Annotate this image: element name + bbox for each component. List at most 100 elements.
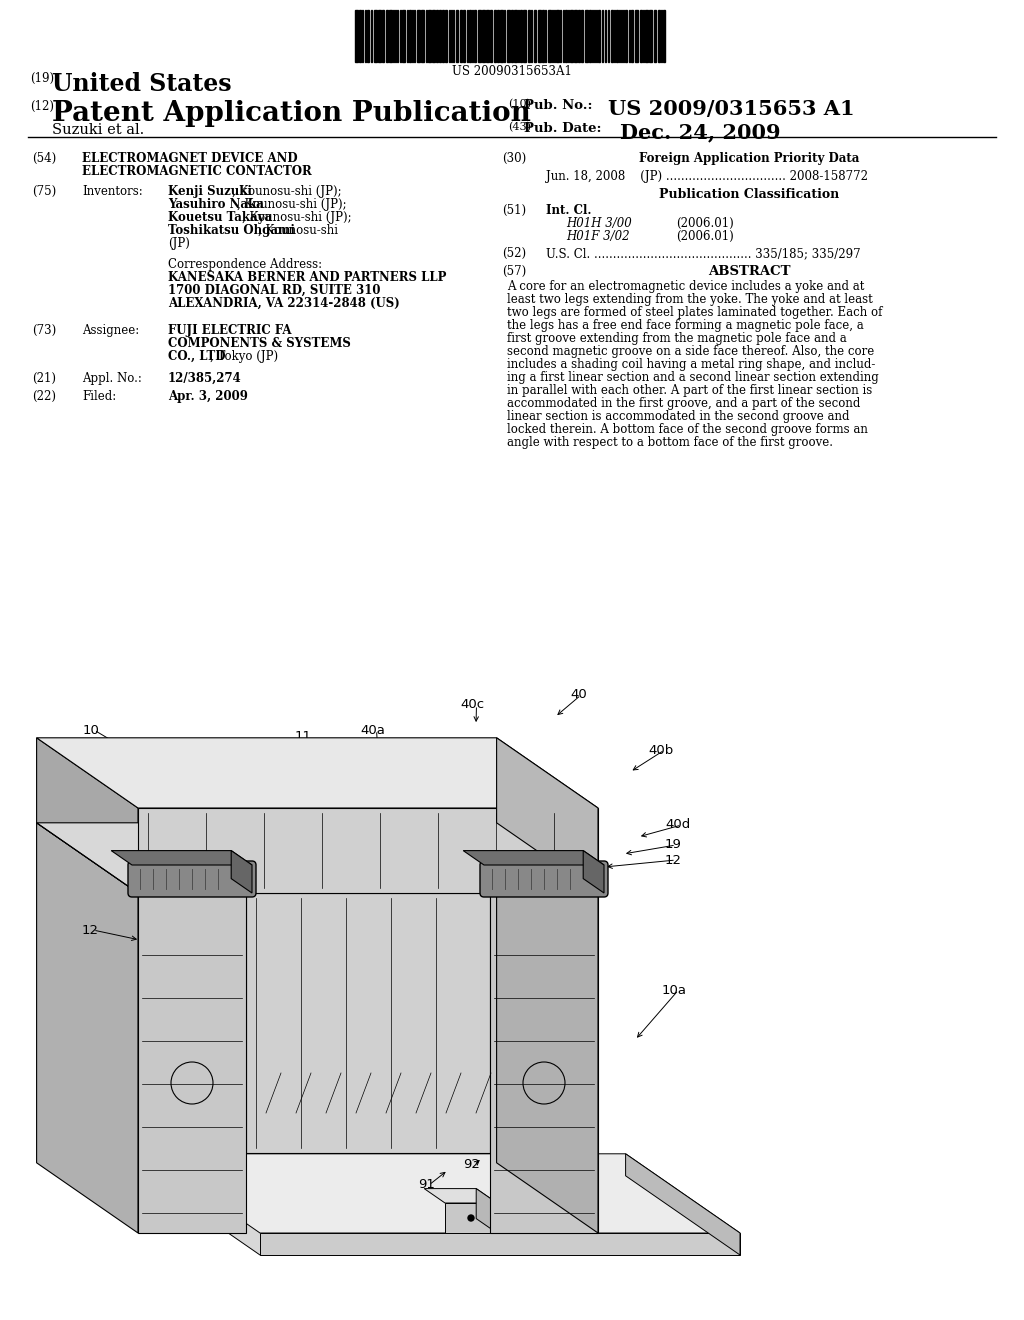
Polygon shape: [388, 822, 598, 894]
Text: KANESAKA BERNER AND PARTNERS LLP: KANESAKA BERNER AND PARTNERS LLP: [168, 271, 446, 284]
Text: Int. Cl.: Int. Cl.: [546, 205, 592, 216]
Text: H01F 3/02: H01F 3/02: [566, 230, 630, 243]
Bar: [534, 11, 536, 62]
Text: locked therein. A bottom face of the second groove forms an: locked therein. A bottom face of the sec…: [507, 422, 868, 436]
Bar: [570, 11, 573, 62]
Bar: [574, 11, 577, 62]
Bar: [598, 11, 600, 62]
Bar: [520, 11, 522, 62]
Text: 12/385,274: 12/385,274: [168, 372, 242, 385]
Text: Kouetsu Takaya: Kouetsu Takaya: [168, 211, 272, 224]
Text: (JP): (JP): [168, 238, 189, 249]
Bar: [374, 11, 377, 62]
Polygon shape: [37, 822, 246, 894]
Bar: [556, 11, 559, 62]
Text: (22): (22): [32, 389, 56, 403]
Text: , Kounosu-shi (JP);: , Kounosu-shi (JP);: [237, 198, 346, 211]
Text: , Tokyo (JP): , Tokyo (JP): [210, 350, 279, 363]
Polygon shape: [476, 1188, 497, 1233]
Text: COMPONENTS & SYSTEMS: COMPONENTS & SYSTEMS: [168, 337, 351, 350]
Text: least two legs extending from the yoke. The yoke and at least: least two legs extending from the yoke. …: [507, 293, 872, 306]
Bar: [523, 11, 526, 62]
Bar: [538, 11, 541, 62]
Text: Kenji Suzuki: Kenji Suzuki: [168, 185, 252, 198]
Bar: [460, 11, 462, 62]
Text: (21): (21): [32, 372, 56, 385]
Text: , Kounosu-shi (JP);: , Kounosu-shi (JP);: [231, 185, 341, 198]
Text: 40c: 40c: [460, 698, 484, 711]
Bar: [578, 11, 580, 62]
Polygon shape: [497, 822, 598, 1233]
Polygon shape: [424, 1188, 497, 1203]
Text: Inventors:: Inventors:: [82, 185, 142, 198]
Text: 91: 91: [418, 1179, 435, 1192]
Polygon shape: [145, 1176, 740, 1255]
Bar: [585, 11, 588, 62]
Bar: [663, 11, 665, 62]
Polygon shape: [246, 894, 490, 1152]
Text: United States: United States: [52, 73, 231, 96]
Text: Yasuhiro Naka: Yasuhiro Naka: [168, 198, 264, 211]
Text: US 2009/0315653 A1: US 2009/0315653 A1: [608, 99, 855, 119]
Text: US 20090315653A1: US 20090315653A1: [452, 65, 572, 78]
Bar: [500, 11, 503, 62]
Bar: [382, 11, 384, 62]
Bar: [378, 11, 381, 62]
Text: (51): (51): [502, 205, 526, 216]
Text: 95: 95: [573, 1134, 590, 1147]
Bar: [589, 11, 591, 62]
Bar: [640, 11, 642, 62]
Bar: [482, 11, 485, 62]
FancyBboxPatch shape: [480, 861, 608, 898]
Text: Patent Application Publication: Patent Application Publication: [52, 100, 530, 127]
Text: angle with respect to a bottom face of the first groove.: angle with respect to a bottom face of t…: [507, 436, 833, 449]
Text: ELECTROMAGNETIC CONTACTOR: ELECTROMAGNETIC CONTACTOR: [82, 165, 311, 178]
Text: includes a shading coil having a metal ring shape, and includ-: includes a shading coil having a metal r…: [507, 358, 876, 371]
Bar: [432, 11, 435, 62]
Text: (30): (30): [502, 152, 526, 165]
Bar: [402, 11, 406, 62]
Polygon shape: [626, 1154, 740, 1255]
Polygon shape: [138, 894, 246, 1233]
Polygon shape: [497, 738, 598, 894]
Text: , Kounosu-shi: , Kounosu-shi: [258, 224, 338, 238]
Bar: [542, 11, 544, 62]
Polygon shape: [490, 894, 598, 1233]
Text: Suzuki et al.: Suzuki et al.: [52, 123, 144, 137]
Polygon shape: [463, 850, 604, 865]
Text: U.S. Cl. .......................................... 335/185; 335/297: U.S. Cl. ...............................…: [546, 247, 860, 260]
Polygon shape: [584, 850, 604, 894]
Bar: [389, 11, 392, 62]
Bar: [658, 11, 660, 62]
Text: two legs are formed of steel plates laminated together. Each of: two legs are formed of steel plates lami…: [507, 306, 883, 319]
Bar: [417, 11, 420, 62]
Bar: [355, 11, 358, 62]
Bar: [649, 11, 652, 62]
Text: Publication Classification: Publication Classification: [658, 187, 839, 201]
Text: (19): (19): [30, 73, 54, 84]
Bar: [478, 11, 481, 62]
Text: Toshikatsu Ohgami: Toshikatsu Ohgami: [168, 224, 295, 238]
Polygon shape: [231, 850, 252, 894]
Bar: [456, 11, 458, 62]
Bar: [511, 11, 513, 62]
Text: 12: 12: [82, 924, 99, 936]
Text: 10a: 10a: [662, 983, 687, 997]
Bar: [409, 11, 411, 62]
Text: Dec. 24, 2009: Dec. 24, 2009: [620, 121, 780, 143]
Text: 40d: 40d: [665, 818, 690, 832]
Bar: [528, 11, 530, 62]
Bar: [486, 11, 489, 62]
Bar: [474, 11, 476, 62]
Polygon shape: [37, 822, 138, 1233]
Bar: [616, 11, 618, 62]
Text: (57): (57): [502, 265, 526, 279]
Circle shape: [468, 1214, 474, 1221]
Text: 19: 19: [665, 838, 682, 851]
Polygon shape: [445, 1203, 497, 1233]
Text: (75): (75): [32, 185, 56, 198]
Bar: [445, 11, 447, 62]
Text: (12): (12): [30, 100, 54, 114]
Bar: [635, 11, 638, 62]
Text: 12: 12: [665, 854, 682, 866]
